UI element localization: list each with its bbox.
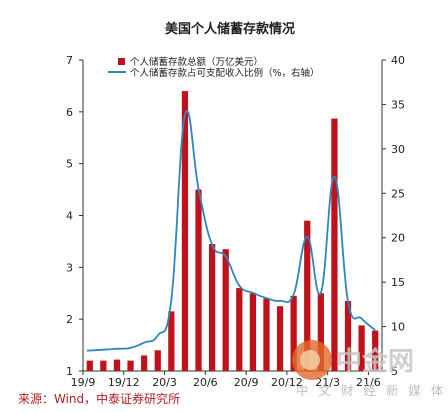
bar — [86, 360, 93, 371]
x-tick-label: 19/9 — [71, 376, 96, 389]
bar — [222, 249, 229, 371]
x-tick-label: 21/6 — [356, 376, 381, 389]
legend-bar-swatch — [118, 58, 125, 65]
source-text: 来源：Wind，中泰证券研究所 — [18, 391, 180, 406]
bar — [154, 350, 161, 371]
bar — [141, 355, 148, 371]
bar — [304, 220, 311, 371]
bar-series — [86, 91, 379, 372]
bar — [168, 311, 175, 371]
legend-line-label: 个人储蓄存款占可支配收入比例（%，右轴） — [130, 67, 320, 79]
right-tick-label: 15 — [391, 276, 405, 289]
right-tick-label: 35 — [391, 98, 405, 111]
tick-labels: 1 2 3 4 5 6 7 5 10 15 20 25 30 35 40 19/9 19/12 20/3 20/6 2… — [66, 54, 405, 389]
x-tick-label: 19/12 — [108, 376, 140, 389]
line-series — [87, 110, 376, 352]
left-tick-label: 1 — [66, 365, 73, 378]
bar — [276, 306, 284, 371]
bar — [344, 301, 352, 371]
bar — [181, 91, 189, 371]
saving-ratio-line — [89, 110, 376, 352]
right-tick-label: 5 — [391, 365, 398, 378]
bar — [358, 325, 365, 371]
bar — [317, 293, 324, 371]
bar — [263, 298, 270, 371]
watermark: 中金网 中 文 财 经 新 媒 体 — [292, 340, 446, 398]
left-tick-label: 3 — [66, 261, 73, 274]
bar — [208, 244, 216, 371]
right-tick-label: 25 — [391, 187, 405, 200]
x-tick-label: 20/12 — [271, 376, 303, 389]
bar — [331, 118, 338, 372]
left-tick-label: 2 — [66, 313, 73, 326]
bar — [100, 360, 107, 371]
x-tick-label: 20/9 — [234, 376, 259, 389]
left-tick-label: 5 — [66, 158, 73, 171]
bar — [372, 330, 379, 371]
watermark-logo-inner — [300, 350, 320, 370]
legend: 个人储蓄存款总额（万亿美元） 个人储蓄存款占可支配收入比例（%，右轴） — [108, 56, 320, 79]
bar — [127, 360, 134, 371]
bar — [290, 295, 297, 371]
watermark-subtitle: 中 文 财 经 新 媒 体 — [296, 383, 446, 398]
right-tick-label: 20 — [391, 232, 405, 245]
x-tick-label: 20/6 — [193, 376, 218, 389]
bar — [249, 293, 257, 371]
chart-title: 美国个人储蓄存款情况 — [165, 21, 295, 37]
right-tick-label: 10 — [391, 321, 405, 334]
bar — [236, 288, 243, 371]
bar — [195, 189, 202, 371]
left-tick-label: 4 — [66, 210, 73, 223]
bar — [113, 359, 121, 371]
right-tick-label: 30 — [391, 143, 405, 156]
right-tick-label: 40 — [391, 54, 405, 67]
left-tick-label: 6 — [66, 106, 73, 119]
watermark-brand: 中金网 — [336, 346, 414, 377]
legend-bar-label: 个人储蓄存款总额（万亿美元） — [130, 56, 263, 68]
x-tick-label: 21/3 — [315, 376, 340, 389]
x-tick-label: 20/3 — [152, 376, 177, 389]
left-tick-label: 7 — [66, 54, 73, 67]
